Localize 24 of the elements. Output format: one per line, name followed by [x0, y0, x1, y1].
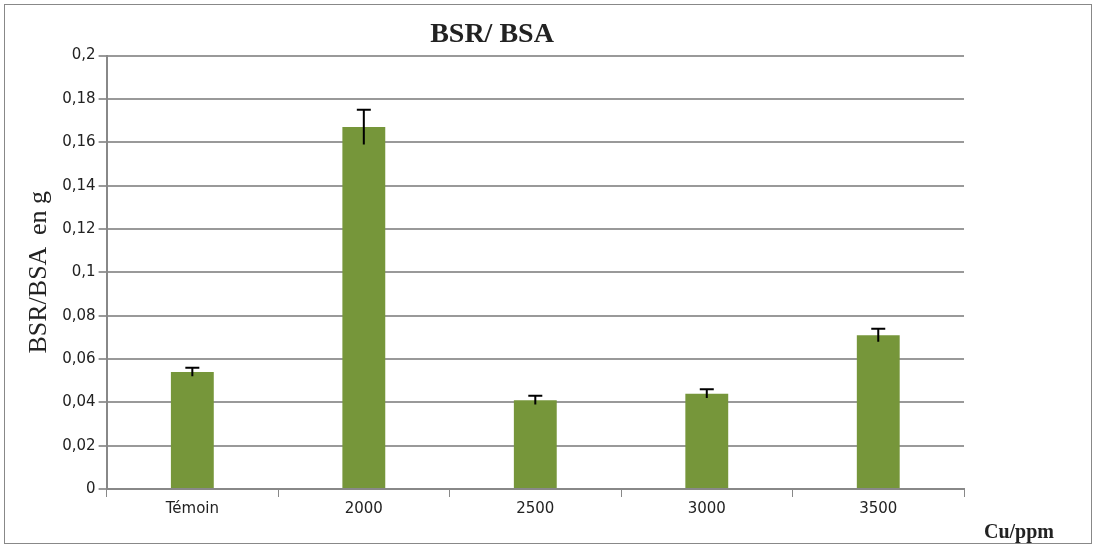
bar — [513, 400, 557, 488]
y-tick-label: 0 — [86, 478, 96, 497]
y-axis-title: BSR/BSA en g — [23, 191, 53, 354]
x-tick-label: 3000 — [687, 498, 726, 517]
x-tick-label: Témoin — [164, 498, 219, 517]
y-tick-label: 0,16 — [62, 132, 96, 151]
bar — [856, 335, 900, 488]
y-tick-label: 0,2 — [71, 45, 96, 64]
y-tick-label: 0,12 — [62, 218, 96, 237]
y-tick-label: 0,02 — [62, 435, 96, 454]
bar — [685, 393, 729, 488]
x-axis-title: Cu/ppm — [983, 520, 1054, 543]
y-tick-label: 0,18 — [62, 88, 96, 107]
bar — [342, 127, 386, 488]
y-tick-label: 0,1 — [71, 262, 96, 281]
x-tick-label: 2500 — [516, 498, 555, 517]
bar — [170, 371, 214, 488]
chart-title: BSR/ BSA — [430, 17, 555, 49]
y-tick-label: 0,04 — [62, 392, 96, 411]
y-tick-label: 0,14 — [62, 175, 96, 194]
y-tick-label: 0,08 — [62, 305, 96, 324]
y-tick-label: 0,06 — [62, 348, 96, 367]
x-tick-label: 2000 — [344, 498, 383, 517]
x-tick-label: 3500 — [859, 498, 898, 517]
